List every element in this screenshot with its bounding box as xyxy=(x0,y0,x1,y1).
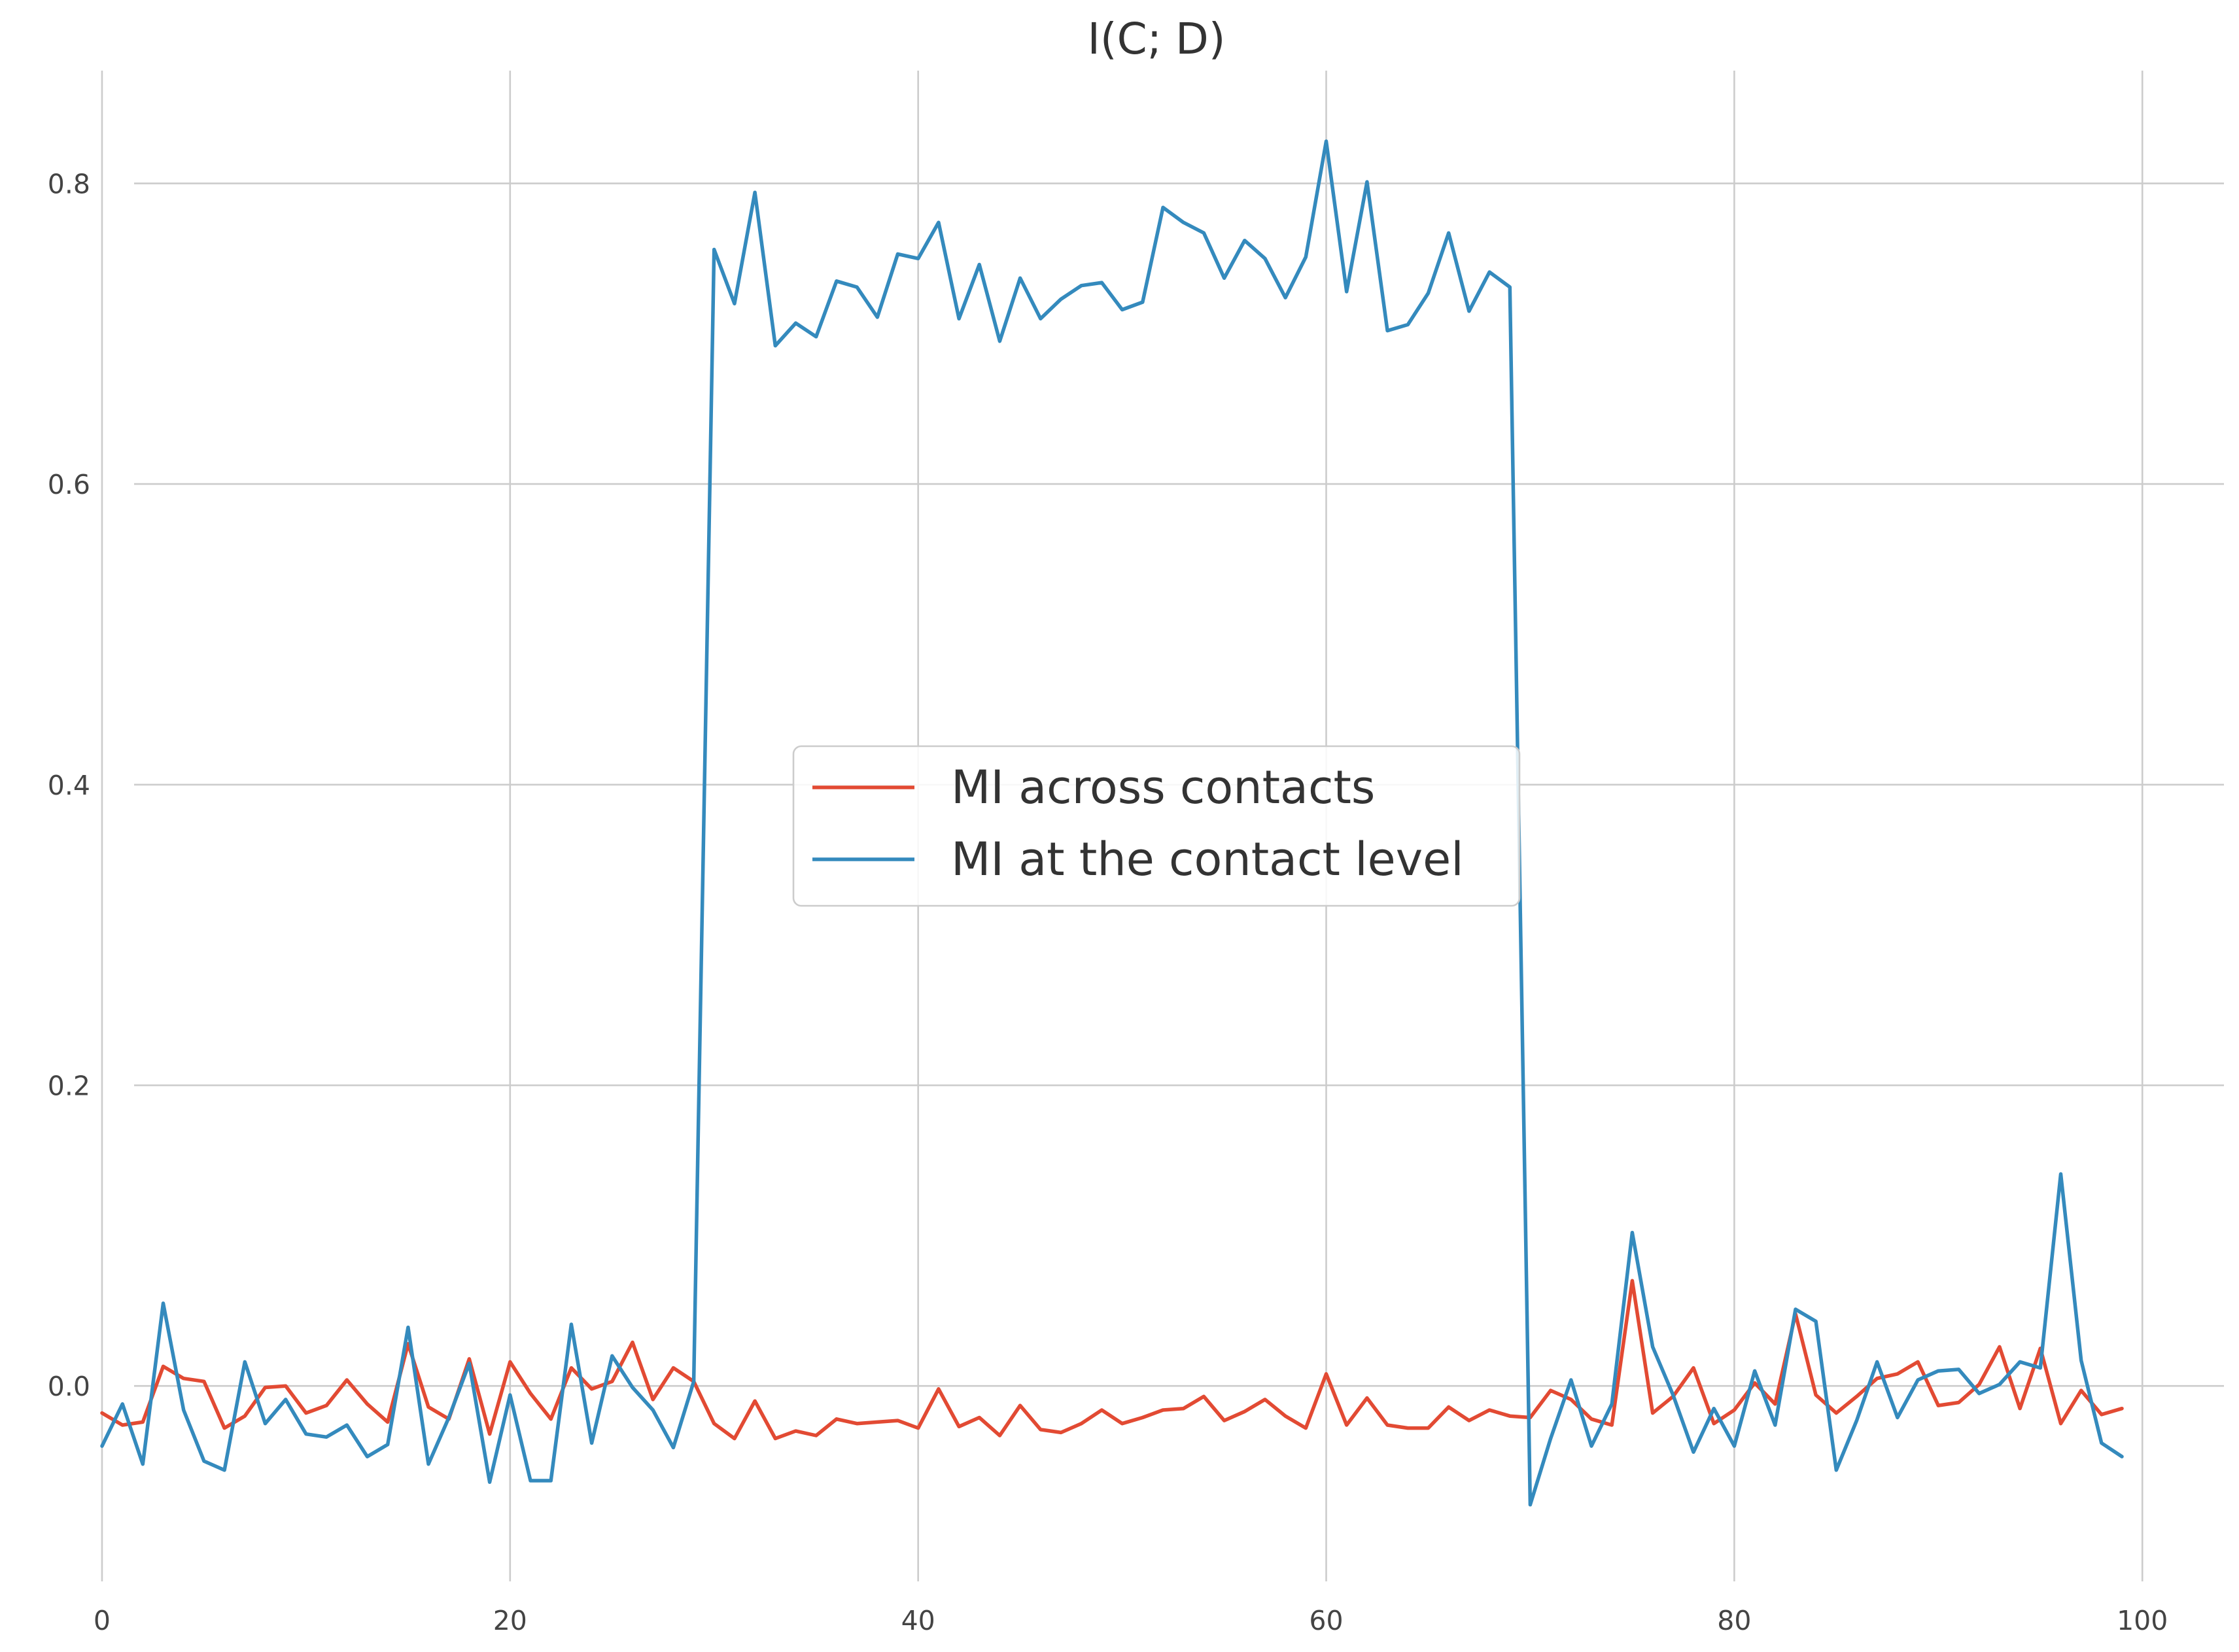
legend-label-mi-at-the-contact-level: MI at the contact level xyxy=(951,833,1464,886)
legend-box xyxy=(792,745,1521,907)
x-tick-label: 20 xyxy=(493,1605,527,1636)
series-line-mi-across-contacts xyxy=(100,1279,2124,1441)
legend: MI across contacts MI at the contact lev… xyxy=(792,745,1521,907)
y-tick-label: 0.8 xyxy=(48,168,90,199)
series-group xyxy=(100,139,2124,1507)
y-tick-labels: 0.0 0.2 0.4 0.6 0.8 xyxy=(48,168,90,1402)
x-tick-label: 60 xyxy=(1309,1605,1343,1636)
legend-label-mi-across-contacts: MI across contacts xyxy=(951,761,1375,814)
x-tick-label: 100 xyxy=(2117,1605,2168,1636)
x-tick-labels: 0 20 40 60 80 100 xyxy=(94,1605,2168,1636)
y-tick-label: 0.6 xyxy=(48,469,90,500)
chart-title: I(C; D) xyxy=(1087,14,1225,64)
series-line-mi-at-the-contact-level xyxy=(100,139,2124,1507)
y-tick-label: 0.4 xyxy=(48,770,90,801)
y-tick-label: 0.0 xyxy=(48,1371,90,1402)
x-tick-label: 0 xyxy=(94,1605,111,1636)
x-tick-label: 40 xyxy=(901,1605,935,1636)
x-tick-label: 80 xyxy=(1717,1605,1751,1636)
y-tick-label: 0.2 xyxy=(48,1070,90,1101)
